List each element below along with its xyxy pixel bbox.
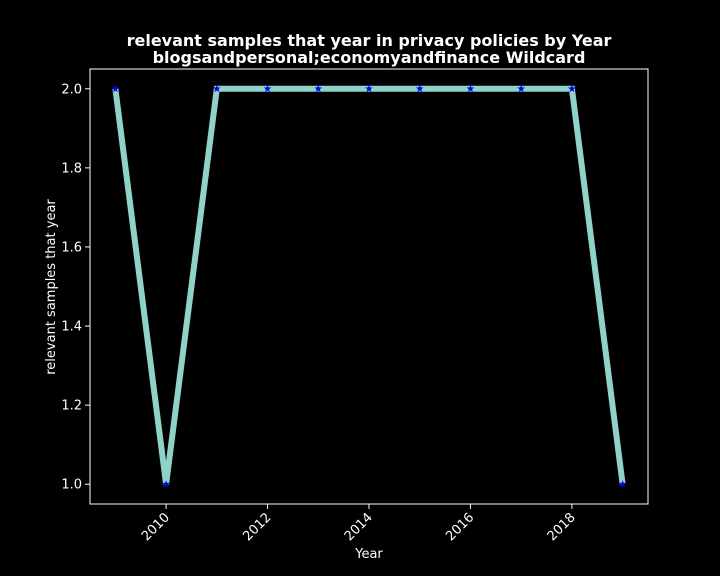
data-point-star — [415, 84, 424, 93]
data-point-star — [111, 84, 120, 93]
y-tick-label: 1.0 — [61, 478, 82, 493]
x-axis-label: Year — [354, 547, 383, 562]
chart-title: relevant samples that year in privacy po… — [127, 31, 612, 50]
y-tick-label: 2.0 — [61, 82, 82, 97]
data-point-star — [263, 84, 272, 93]
data-point-star — [213, 84, 221, 93]
data-point-star — [517, 84, 525, 93]
y-tick-label: 1.4 — [61, 320, 82, 335]
data-point-star — [365, 84, 373, 93]
chart-subtitle: blogsandpersonal;economyandfinance Wildc… — [153, 48, 586, 67]
series-line — [112, 85, 626, 485]
y-axis-label: relevant samples that year — [44, 199, 59, 375]
y-tick-label: 1.8 — [61, 161, 82, 176]
y-tick-label: 1.6 — [61, 240, 82, 255]
data-point-star — [162, 480, 170, 488]
x-tick-label: 2014 — [342, 510, 376, 544]
data-point-star — [618, 480, 627, 488]
y-axis: 1.0 1.2 1.4 1.6 1.8 2.0 — [61, 82, 90, 493]
x-axis: 2010 2012 2014 2016 2018 — [139, 504, 579, 544]
series-group — [111, 84, 627, 488]
x-tick-label: 2018 — [545, 510, 579, 544]
x-tick-label: 2010 — [139, 510, 173, 544]
data-point-star — [314, 84, 323, 93]
x-tick-label: 2012 — [240, 510, 274, 544]
y-tick-label: 1.2 — [61, 399, 82, 414]
x-tick-label: 2016 — [443, 510, 477, 544]
data-point-star — [466, 84, 475, 93]
data-point-star — [568, 84, 576, 93]
